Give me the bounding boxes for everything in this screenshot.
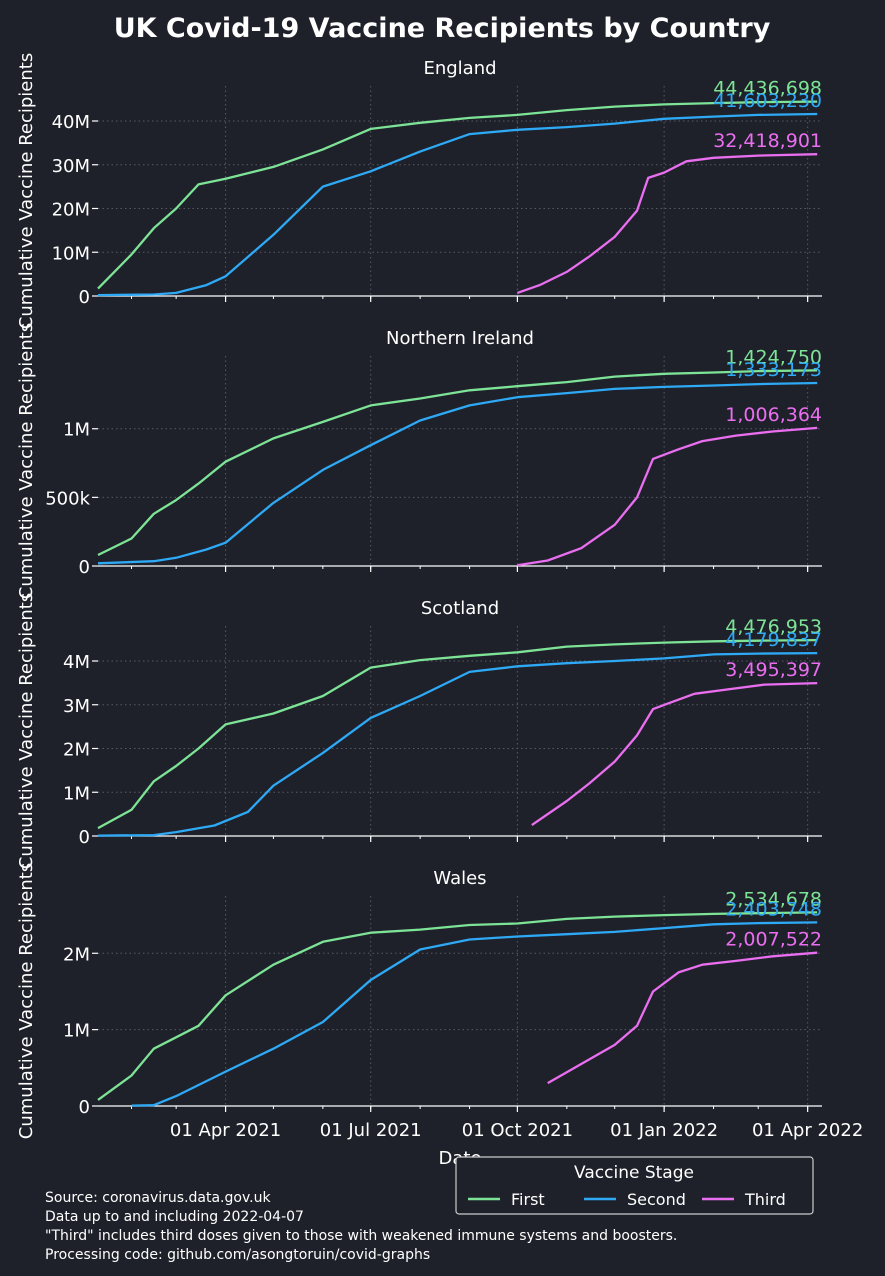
y-tick-label: 30M bbox=[52, 156, 90, 177]
x-tick-label: 01 Oct 2021 bbox=[462, 1120, 573, 1141]
legend-entries: First Second Third bbox=[468, 1190, 786, 1209]
footnote-source: Source: coronavirus.data.gov.uk bbox=[45, 1190, 271, 1206]
series-line-third bbox=[531, 681, 818, 827]
x-tick-label: 01 Apr 2022 bbox=[752, 1120, 863, 1141]
series-line-first bbox=[97, 638, 818, 830]
series-end-label-first: 4,476,953 bbox=[725, 616, 822, 638]
footnote-date: Data up to and including 2022-04-07 bbox=[45, 1209, 304, 1225]
series-end-label-first: 1,424,750 bbox=[725, 346, 822, 368]
y-tick-label: 0 bbox=[79, 287, 90, 308]
series-end-label-second: 41,603,230 bbox=[713, 90, 822, 112]
y-tick-label: 20M bbox=[52, 200, 90, 221]
panels: England Cumulative Vaccine Recipients 0 10M… bbox=[16, 53, 863, 1141]
y-tick-label: 500k bbox=[45, 488, 90, 509]
footnotes: Source: coronavirus.data.gov.uk Data up … bbox=[45, 1190, 677, 1263]
series-line-first bbox=[97, 369, 818, 557]
x-tick-label: 01 Jan 2022 bbox=[610, 1120, 718, 1141]
legend: Vaccine Stage First Second Third bbox=[455, 1156, 814, 1215]
series-line-third bbox=[517, 153, 818, 294]
y-tick-label: 2M bbox=[63, 740, 90, 761]
series-end-label-third: 2,007,522 bbox=[725, 929, 822, 951]
legend-label-third: Third bbox=[744, 1190, 786, 1209]
series-line-second bbox=[97, 112, 818, 297]
series-line-second bbox=[97, 381, 818, 565]
footnote-code: Processing code: github.com/asongtoruin/… bbox=[45, 1247, 430, 1263]
panel-title: Northern Ireland bbox=[386, 328, 534, 349]
y-tick-label: 10M bbox=[52, 243, 90, 264]
x-tick-label: 01 Jul 2021 bbox=[320, 1120, 422, 1141]
footnote-third: "Third" includes third doses given to th… bbox=[45, 1228, 677, 1244]
series-end-label-second: 1,333,173 bbox=[725, 359, 822, 381]
y-axis-label: Cumulative Vaccine Recipients bbox=[16, 863, 37, 1139]
series-line-third bbox=[547, 951, 818, 1085]
y-tick-label: 0 bbox=[79, 557, 90, 578]
y-tick-label: 1M bbox=[63, 783, 90, 804]
y-tick-label: 0 bbox=[79, 1097, 90, 1118]
series-line-second bbox=[131, 921, 818, 1107]
y-tick-label: 3M bbox=[63, 696, 90, 717]
y-tick-label: 1M bbox=[63, 1021, 90, 1042]
series-line-first bbox=[97, 911, 818, 1101]
series-end-label-second: 4,179,837 bbox=[725, 629, 822, 651]
panel-title: England bbox=[423, 58, 496, 79]
y-tick-label: 0 bbox=[79, 827, 90, 848]
legend-title: Vaccine Stage bbox=[574, 1163, 694, 1183]
panel-northern-ireland: Northern Ireland Cumulative Vaccine Recip… bbox=[16, 323, 822, 599]
series-line-third bbox=[517, 426, 818, 567]
panel-title: Wales bbox=[433, 868, 486, 889]
series-line-second bbox=[97, 651, 818, 837]
y-tick-label: 1M bbox=[63, 420, 90, 441]
legend-label-second: Second bbox=[627, 1190, 686, 1209]
chart-title: UK Covid-19 Vaccine Recipients by Countr… bbox=[114, 13, 771, 44]
series-line-first bbox=[97, 100, 818, 290]
y-tick-label: 2M bbox=[63, 944, 90, 965]
series-end-label-third: 1,006,364 bbox=[725, 404, 822, 426]
panel-title: Scotland bbox=[421, 598, 499, 619]
x-tick-label: 01 Apr 2021 bbox=[170, 1120, 281, 1141]
y-tick-label: 40M bbox=[52, 112, 90, 133]
panel-england: England Cumulative Vaccine Recipients 0 10M… bbox=[16, 53, 822, 329]
series-end-label-third: 32,418,901 bbox=[713, 130, 822, 152]
series-end-label-first: 44,436,698 bbox=[713, 78, 822, 100]
panel-scotland: Scotland Cumulative Vaccine Recipients 0 1M… bbox=[16, 593, 822, 869]
series-end-label-second: 2,403,748 bbox=[725, 898, 822, 920]
series-end-label-third: 3,495,397 bbox=[725, 659, 822, 681]
y-axis-label: Cumulative Vaccine Recipients bbox=[16, 593, 37, 869]
panel-wales: Wales Cumulative Vaccine Recipients 01 Apr… bbox=[16, 863, 863, 1141]
y-axis-label: Cumulative Vaccine Recipients bbox=[16, 323, 37, 599]
y-axis-label: Cumulative Vaccine Recipients bbox=[16, 53, 37, 329]
series-end-label-first: 2,534,678 bbox=[725, 888, 822, 910]
y-tick-label: 4M bbox=[63, 652, 90, 673]
legend-label-first: First bbox=[511, 1190, 545, 1209]
